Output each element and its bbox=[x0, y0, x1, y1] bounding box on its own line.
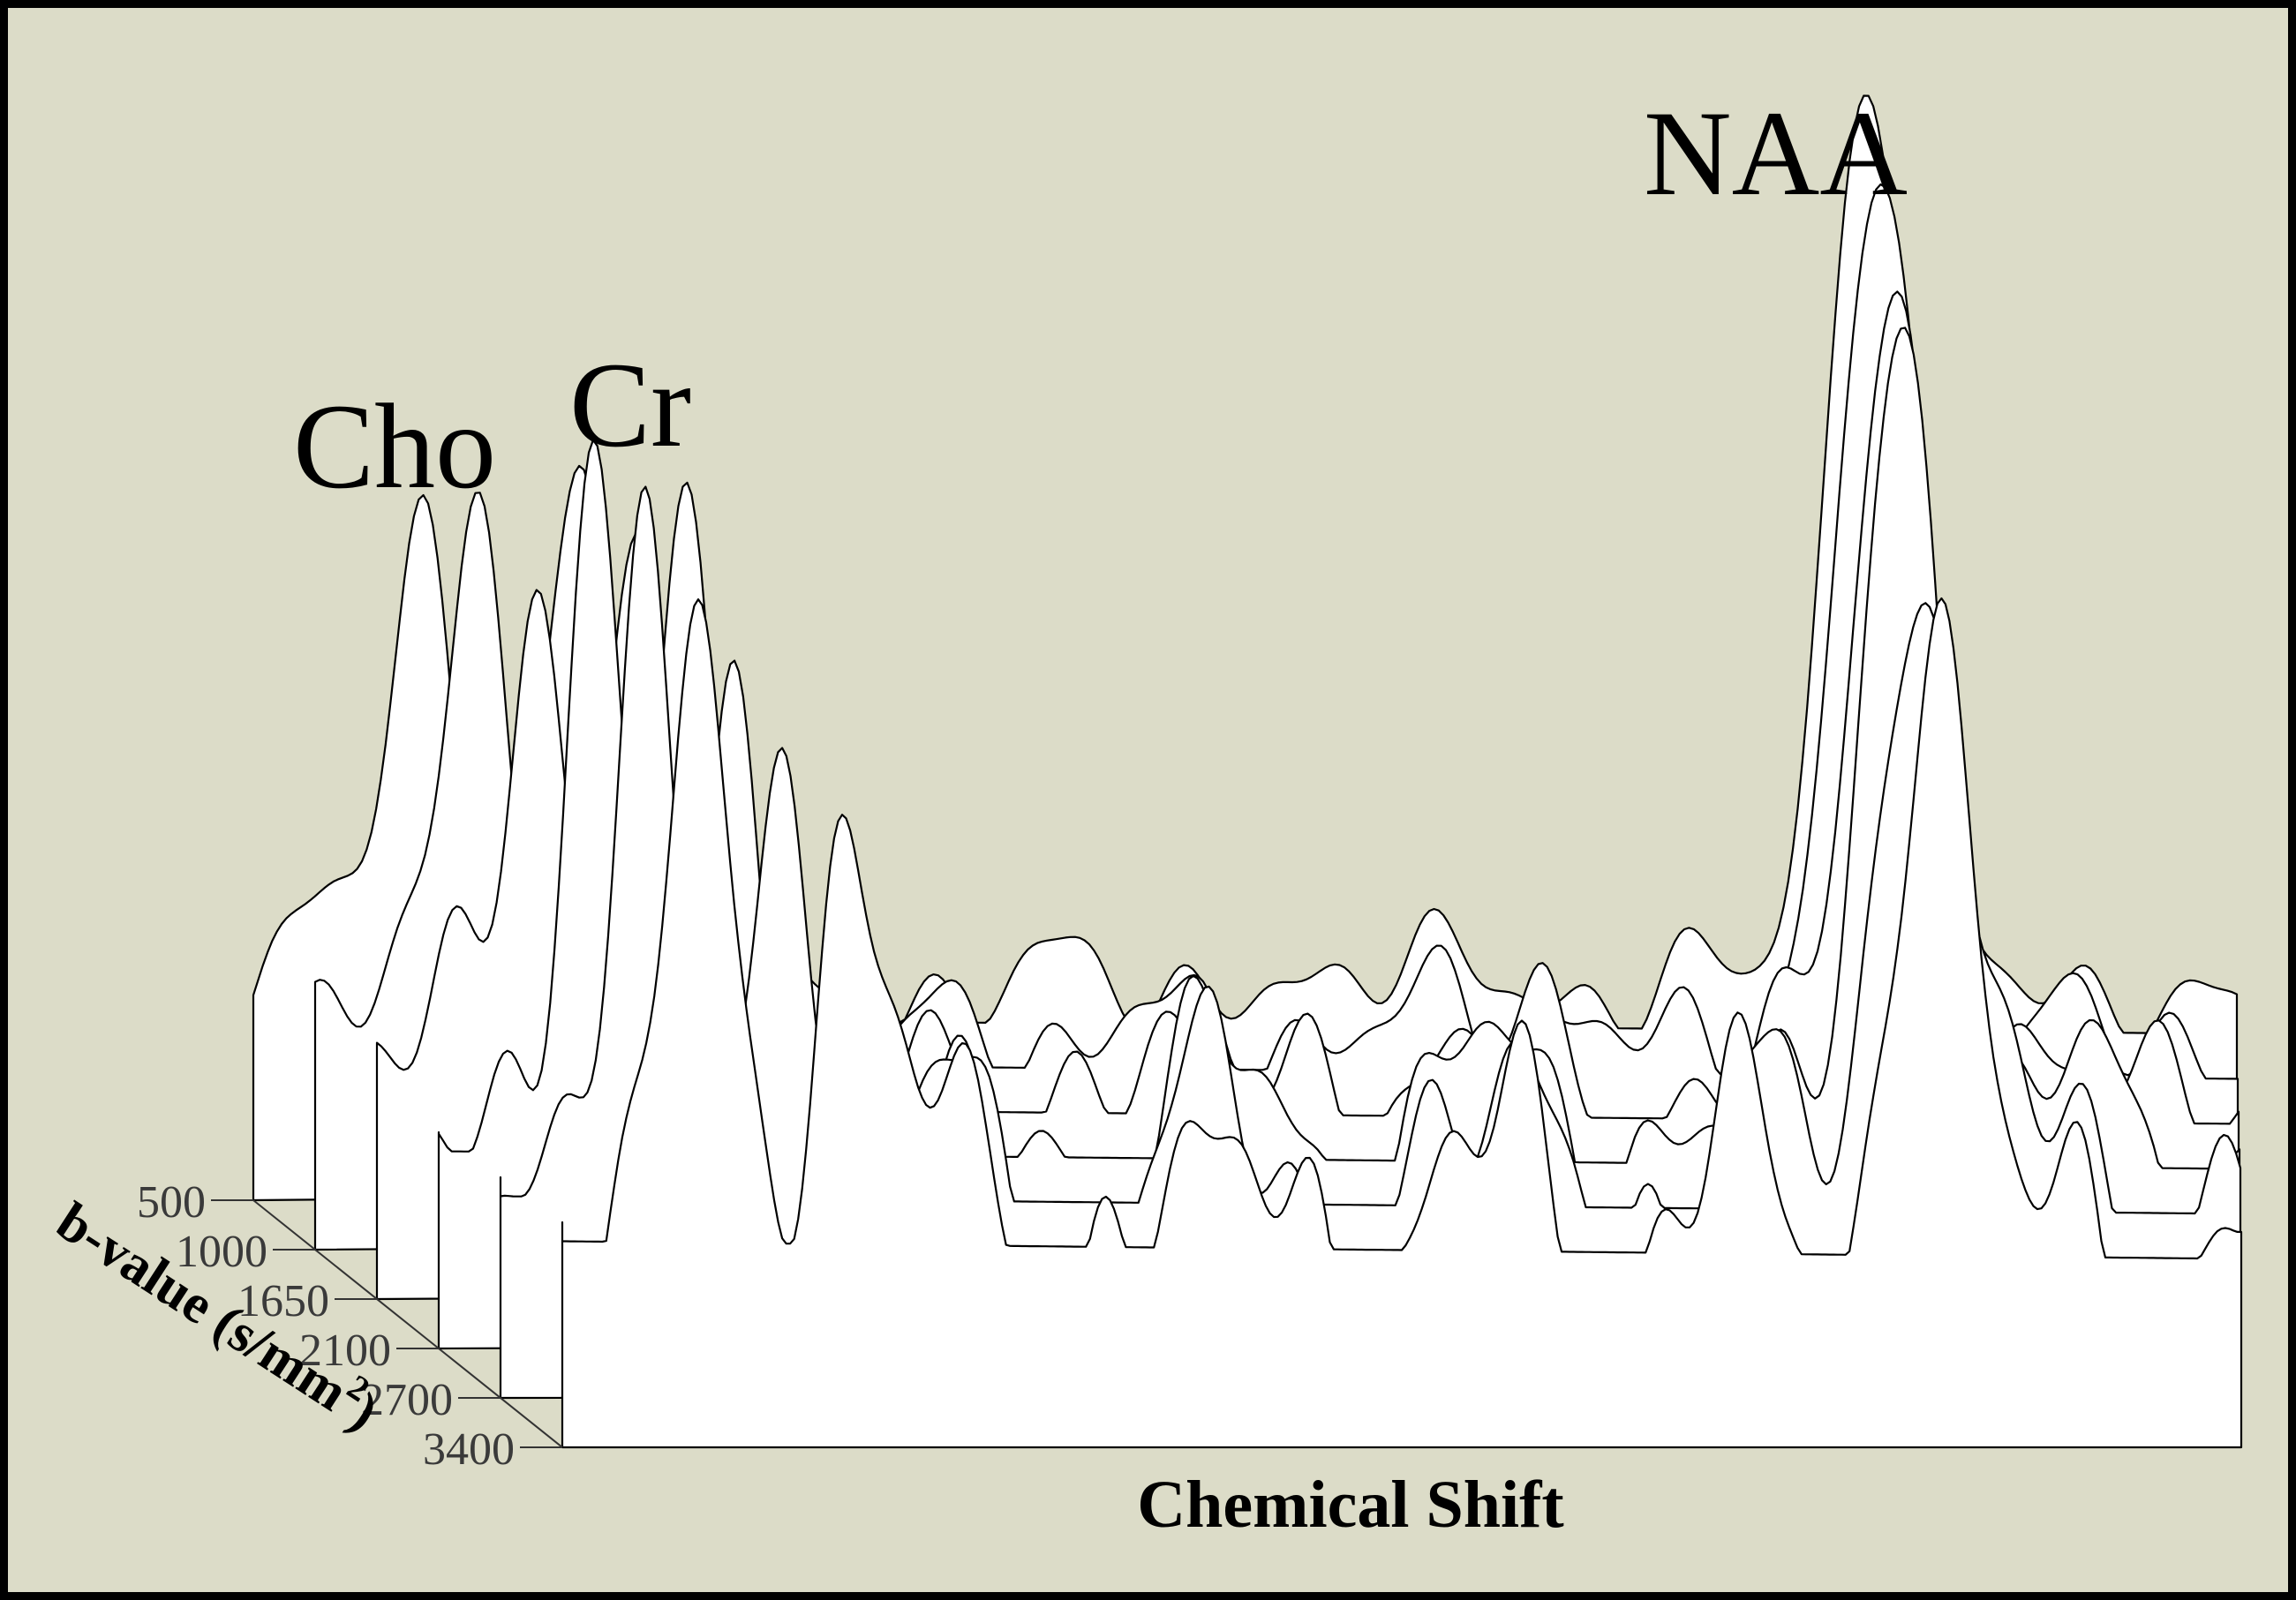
tick-label-b3400: 3400 bbox=[423, 1424, 515, 1475]
peak-label-cr: Cr bbox=[569, 337, 691, 472]
tick-label-b1000: 1000 bbox=[176, 1227, 267, 1277]
spectrum-b3400 bbox=[561, 597, 2243, 1449]
depth-axis-line bbox=[252, 1199, 563, 1448]
tick-label-b2100: 2100 bbox=[299, 1326, 391, 1376]
tick-label-b1650: 1650 bbox=[237, 1276, 329, 1326]
peak-label-naa: NAA bbox=[1644, 86, 1908, 221]
peak-label-cho: Cho bbox=[293, 379, 496, 514]
tick-label-b2700: 2700 bbox=[361, 1375, 453, 1425]
tick-label-b500: 500 bbox=[137, 1177, 206, 1228]
x-axis-title: Chemical Shift bbox=[1137, 1468, 1563, 1542]
spectra-group bbox=[252, 94, 2243, 1449]
